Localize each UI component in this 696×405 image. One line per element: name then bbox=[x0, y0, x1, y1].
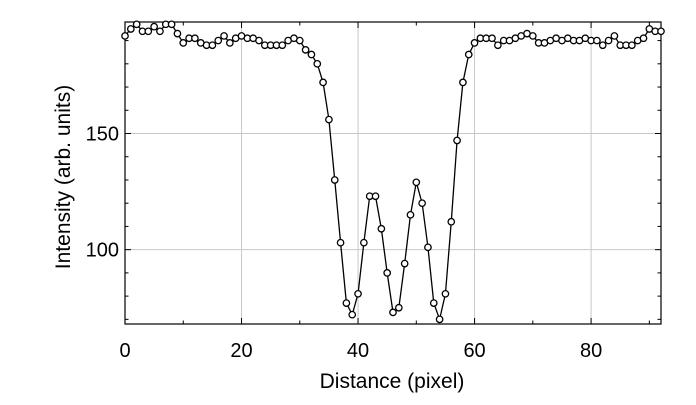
data-point bbox=[173, 29, 182, 38]
data-point bbox=[394, 303, 403, 312]
data-point bbox=[424, 243, 432, 252]
data-point bbox=[156, 27, 164, 36]
data-point bbox=[121, 32, 129, 40]
data-point bbox=[657, 27, 665, 36]
data-point bbox=[447, 217, 456, 226]
data-point bbox=[126, 25, 135, 33]
data-point bbox=[435, 315, 444, 324]
data-point bbox=[360, 238, 368, 247]
data-point bbox=[342, 299, 351, 307]
x-tick-label: 20 bbox=[230, 340, 252, 362]
data-point bbox=[348, 310, 357, 319]
data-point bbox=[307, 50, 316, 59]
data-point bbox=[412, 178, 421, 187]
data-point bbox=[313, 59, 322, 68]
data-point bbox=[336, 238, 345, 247]
data-point bbox=[598, 41, 607, 50]
data-point bbox=[191, 34, 199, 43]
y-tick-labels: 100 150 bbox=[86, 124, 119, 262]
data-point bbox=[295, 36, 304, 45]
data-point bbox=[220, 32, 228, 40]
x-tick-label: 0 bbox=[119, 340, 130, 362]
data-point bbox=[593, 36, 601, 45]
data-point bbox=[639, 34, 648, 43]
data-point bbox=[383, 269, 392, 277]
data-point bbox=[226, 39, 234, 47]
data-point bbox=[150, 22, 158, 31]
x-tick-label: 60 bbox=[463, 340, 485, 362]
data-point bbox=[208, 41, 217, 50]
data-point bbox=[167, 20, 176, 29]
x-tick-label: 80 bbox=[580, 340, 602, 362]
data-point bbox=[418, 199, 426, 208]
data-point bbox=[389, 308, 397, 317]
data-point bbox=[610, 32, 619, 40]
data-point bbox=[301, 46, 310, 54]
data-point bbox=[330, 176, 339, 184]
data-point bbox=[464, 50, 473, 59]
data-point bbox=[371, 192, 380, 201]
data-point bbox=[459, 78, 467, 87]
data-point bbox=[325, 115, 333, 124]
data-point bbox=[528, 32, 537, 40]
x-tick-label: 40 bbox=[347, 340, 369, 362]
data-point bbox=[377, 224, 386, 233]
data-point bbox=[319, 78, 327, 87]
series-line bbox=[124, 23, 661, 322]
plot-frame bbox=[124, 21, 662, 325]
data-point bbox=[453, 136, 461, 145]
data-point bbox=[429, 299, 438, 307]
data-point bbox=[406, 210, 415, 219]
data-point bbox=[144, 27, 153, 36]
data-points bbox=[121, 20, 665, 324]
data-point bbox=[628, 41, 636, 50]
y-axis-title: Intensity (arb. units) bbox=[52, 85, 75, 269]
data-point bbox=[488, 34, 496, 43]
data-point bbox=[278, 41, 287, 50]
data-point bbox=[214, 36, 223, 45]
data-point bbox=[400, 259, 409, 268]
data-point bbox=[132, 20, 141, 29]
y-tick-label: 100 bbox=[86, 240, 119, 262]
data-point bbox=[255, 36, 263, 45]
data-point bbox=[441, 289, 450, 298]
x-axis-title: Distance (pixel) bbox=[320, 370, 465, 393]
data-point bbox=[179, 39, 188, 47]
y-tick-label: 150 bbox=[86, 124, 119, 146]
axis-ticks bbox=[124, 22, 661, 324]
data-point bbox=[354, 289, 362, 298]
data-point bbox=[470, 39, 479, 47]
data-point bbox=[494, 41, 502, 50]
x-tick-labels: 0 20 40 60 80 bbox=[119, 340, 602, 362]
data-point bbox=[604, 36, 613, 45]
grid bbox=[124, 22, 661, 324]
